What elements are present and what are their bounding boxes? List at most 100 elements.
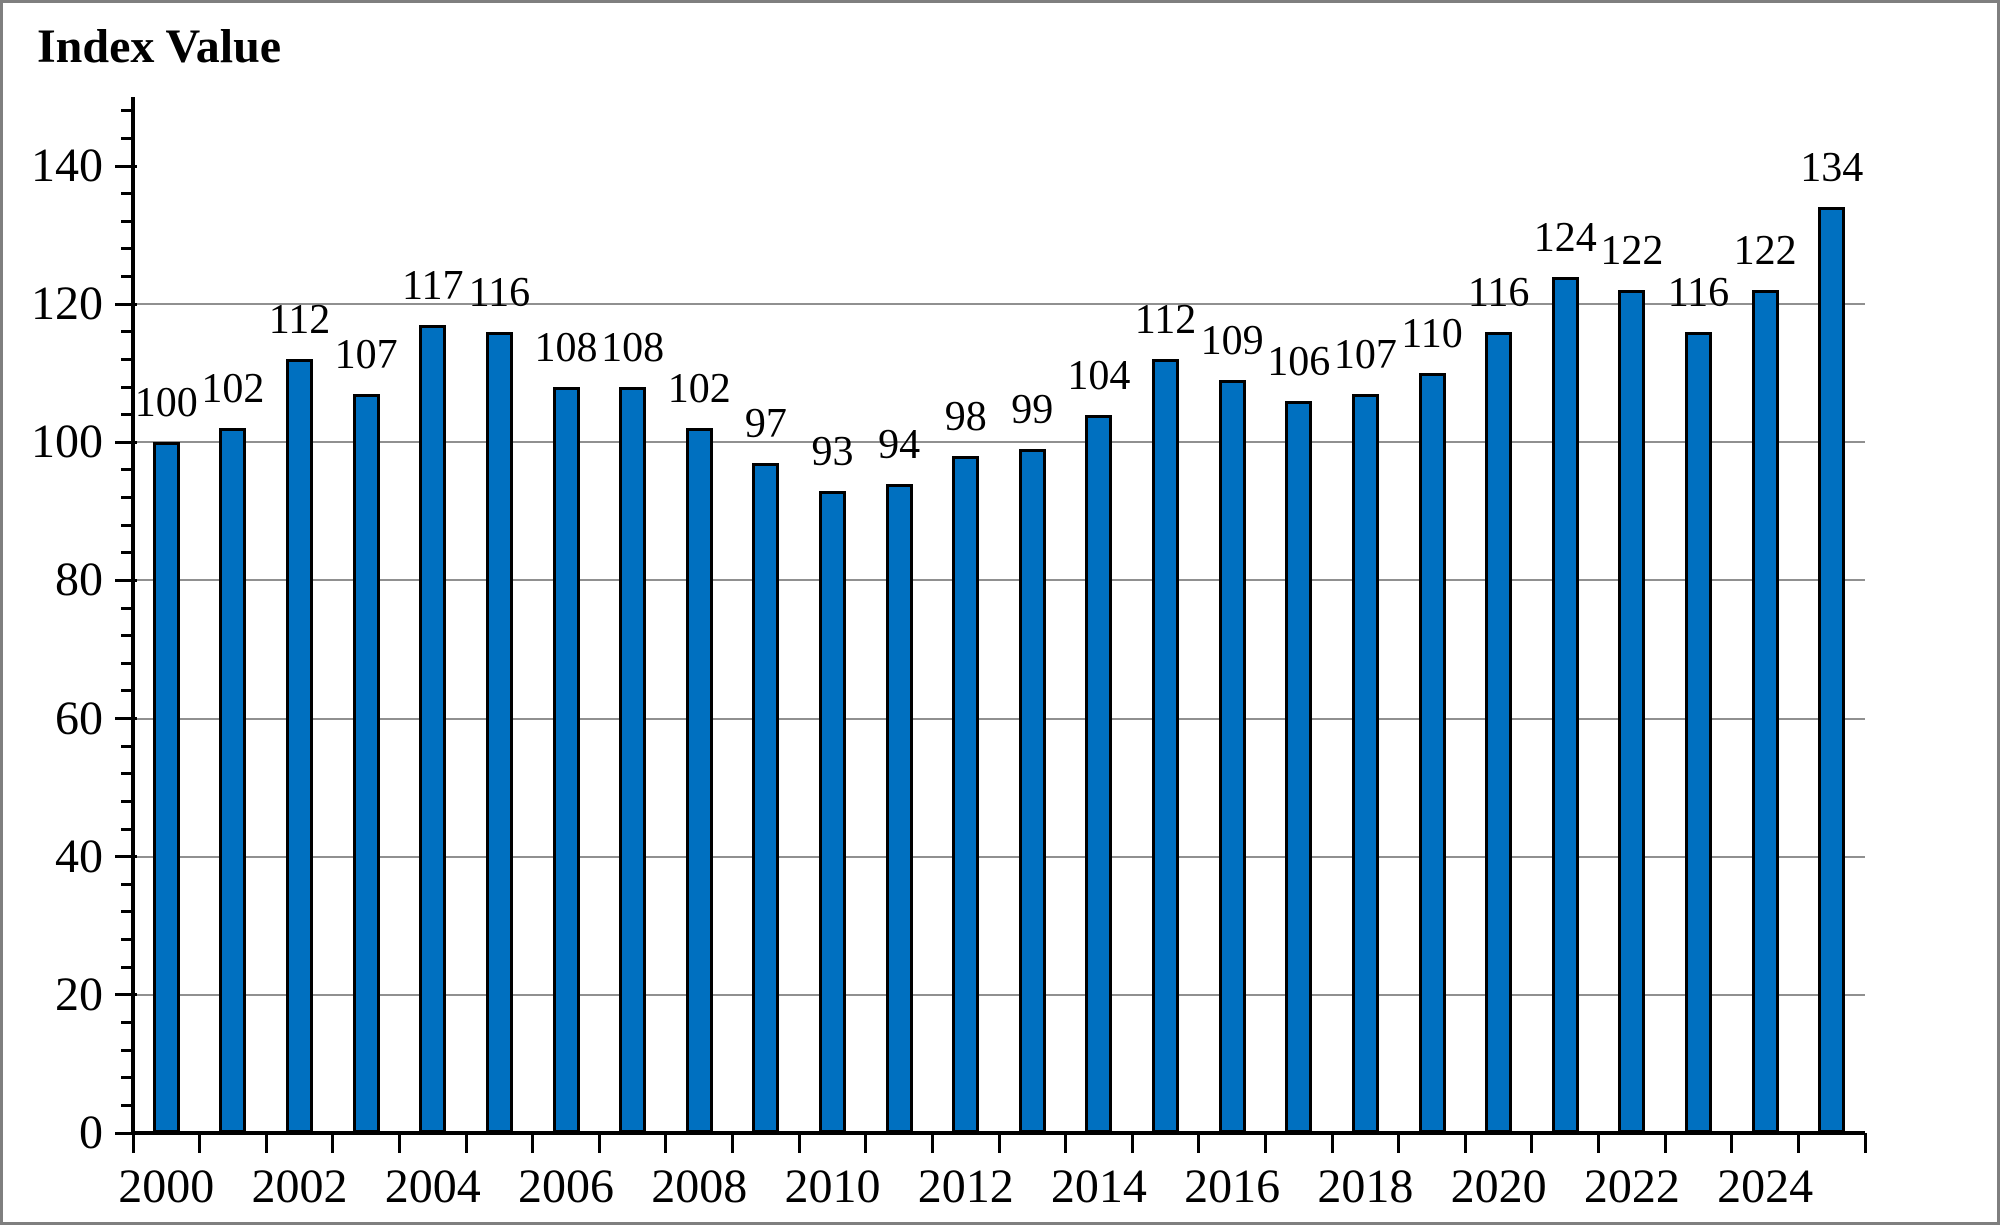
y-axis-line bbox=[131, 97, 135, 1135]
bar-value-label: 102 bbox=[667, 366, 731, 413]
y-minor-tick bbox=[121, 523, 135, 527]
y-minor-tick bbox=[121, 606, 135, 610]
bar-value-label: 106 bbox=[1267, 338, 1331, 385]
x-tick-label: 2000 bbox=[118, 1160, 215, 1213]
bar-value-label: 109 bbox=[1200, 318, 1264, 365]
x-tick-label: 2018 bbox=[1317, 1160, 1414, 1213]
bar-value-label: 116 bbox=[468, 269, 531, 316]
x-tick bbox=[531, 1133, 535, 1153]
bar bbox=[485, 331, 513, 1133]
gridline bbox=[133, 441, 1865, 444]
bar-value-label: 108 bbox=[534, 325, 598, 372]
x-tick bbox=[1064, 1133, 1068, 1153]
y-major-tick bbox=[115, 164, 137, 168]
bar-value-label: 97 bbox=[744, 401, 787, 447]
y-minor-tick bbox=[121, 827, 135, 831]
x-tick-label: 2020 bbox=[1450, 1160, 1547, 1213]
y-minor-tick bbox=[121, 1103, 135, 1107]
y-minor-tick bbox=[121, 136, 135, 140]
y-major-tick bbox=[115, 578, 137, 582]
y-minor-tick bbox=[121, 661, 135, 665]
bar bbox=[952, 456, 980, 1133]
x-tick bbox=[1597, 1133, 1601, 1153]
y-minor-tick bbox=[121, 634, 135, 638]
bar-value-label: 122 bbox=[1600, 228, 1664, 275]
bar-value-label: 104 bbox=[1067, 352, 1131, 399]
x-tick bbox=[1130, 1133, 1134, 1153]
bar-value-label: 122 bbox=[1733, 228, 1797, 275]
x-tick bbox=[997, 1133, 1001, 1153]
y-major-tick bbox=[115, 440, 137, 444]
x-tick bbox=[1863, 1133, 1867, 1153]
bar bbox=[419, 324, 447, 1133]
bar bbox=[1285, 400, 1313, 1133]
bar-value-label: 116 bbox=[1467, 269, 1530, 316]
x-tick bbox=[464, 1133, 468, 1153]
y-minor-tick bbox=[121, 275, 135, 278]
y-minor-tick bbox=[121, 192, 135, 196]
bar bbox=[885, 483, 913, 1133]
x-tick-label: 2010 bbox=[784, 1160, 881, 1213]
bar-value-label: 112 bbox=[1134, 297, 1197, 344]
y-minor-tick bbox=[121, 219, 135, 223]
bar bbox=[219, 428, 247, 1133]
bar bbox=[752, 463, 780, 1133]
gridline bbox=[133, 303, 1865, 306]
x-tick bbox=[1197, 1133, 1201, 1153]
y-minor-tick bbox=[121, 247, 135, 251]
x-tick bbox=[131, 1133, 135, 1153]
bar-value-label: 102 bbox=[201, 366, 265, 413]
bar bbox=[1152, 359, 1180, 1133]
bar bbox=[1818, 207, 1846, 1133]
bar-value-label: 110 bbox=[1401, 311, 1463, 358]
y-minor-tick bbox=[121, 1048, 135, 1052]
x-tick-label: 2008 bbox=[651, 1160, 748, 1213]
bar bbox=[1751, 290, 1779, 1133]
bar-value-label: 108 bbox=[601, 325, 665, 372]
bar-value-label: 134 bbox=[1800, 145, 1864, 192]
bar-value-label: 107 bbox=[1333, 331, 1397, 378]
y-tick-label: 20 bbox=[55, 967, 103, 1021]
bar-value-label: 98 bbox=[944, 394, 987, 441]
x-tick bbox=[331, 1133, 335, 1153]
bar bbox=[1351, 393, 1379, 1133]
bar bbox=[1418, 373, 1446, 1133]
y-tick-label: 40 bbox=[55, 829, 103, 883]
y-minor-tick bbox=[121, 689, 135, 693]
bar-value-label: 100 bbox=[134, 380, 198, 427]
y-minor-tick bbox=[121, 413, 135, 417]
x-tick-label: 2002 bbox=[251, 1160, 348, 1213]
y-major-tick bbox=[115, 717, 137, 721]
gridline bbox=[133, 717, 1865, 720]
x-tick bbox=[264, 1133, 268, 1153]
y-minor-tick bbox=[121, 799, 135, 803]
x-tick bbox=[1730, 1133, 1734, 1153]
x-tick bbox=[597, 1133, 601, 1153]
bar bbox=[1551, 276, 1579, 1133]
y-tick-label: 100 bbox=[31, 415, 103, 469]
x-tick bbox=[664, 1133, 668, 1153]
bar-value-label: 124 bbox=[1533, 214, 1597, 261]
x-tick-label: 2012 bbox=[917, 1160, 1014, 1213]
x-tick bbox=[1530, 1133, 1534, 1153]
bar bbox=[1485, 331, 1513, 1133]
y-minor-tick bbox=[121, 1020, 135, 1024]
y-minor-tick bbox=[121, 468, 135, 472]
chart-title: Index Value bbox=[37, 20, 282, 73]
gridline bbox=[133, 579, 1865, 582]
bar-value-label: 117 bbox=[402, 262, 464, 309]
y-minor-tick bbox=[121, 772, 135, 776]
x-tick bbox=[397, 1133, 401, 1153]
x-tick bbox=[1663, 1133, 1667, 1153]
x-tick bbox=[1397, 1133, 1401, 1153]
x-tick-label: 2014 bbox=[1050, 1160, 1147, 1213]
bar bbox=[1085, 414, 1113, 1133]
y-major-tick bbox=[115, 855, 137, 859]
x-tick bbox=[1796, 1133, 1800, 1153]
x-tick-label: 2006 bbox=[518, 1160, 614, 1213]
y-major-tick bbox=[115, 1131, 137, 1135]
y-tick-label: 80 bbox=[55, 553, 103, 607]
x-tick-label: 2016 bbox=[1184, 1160, 1281, 1213]
bar-value-label: 116 bbox=[1667, 269, 1730, 316]
